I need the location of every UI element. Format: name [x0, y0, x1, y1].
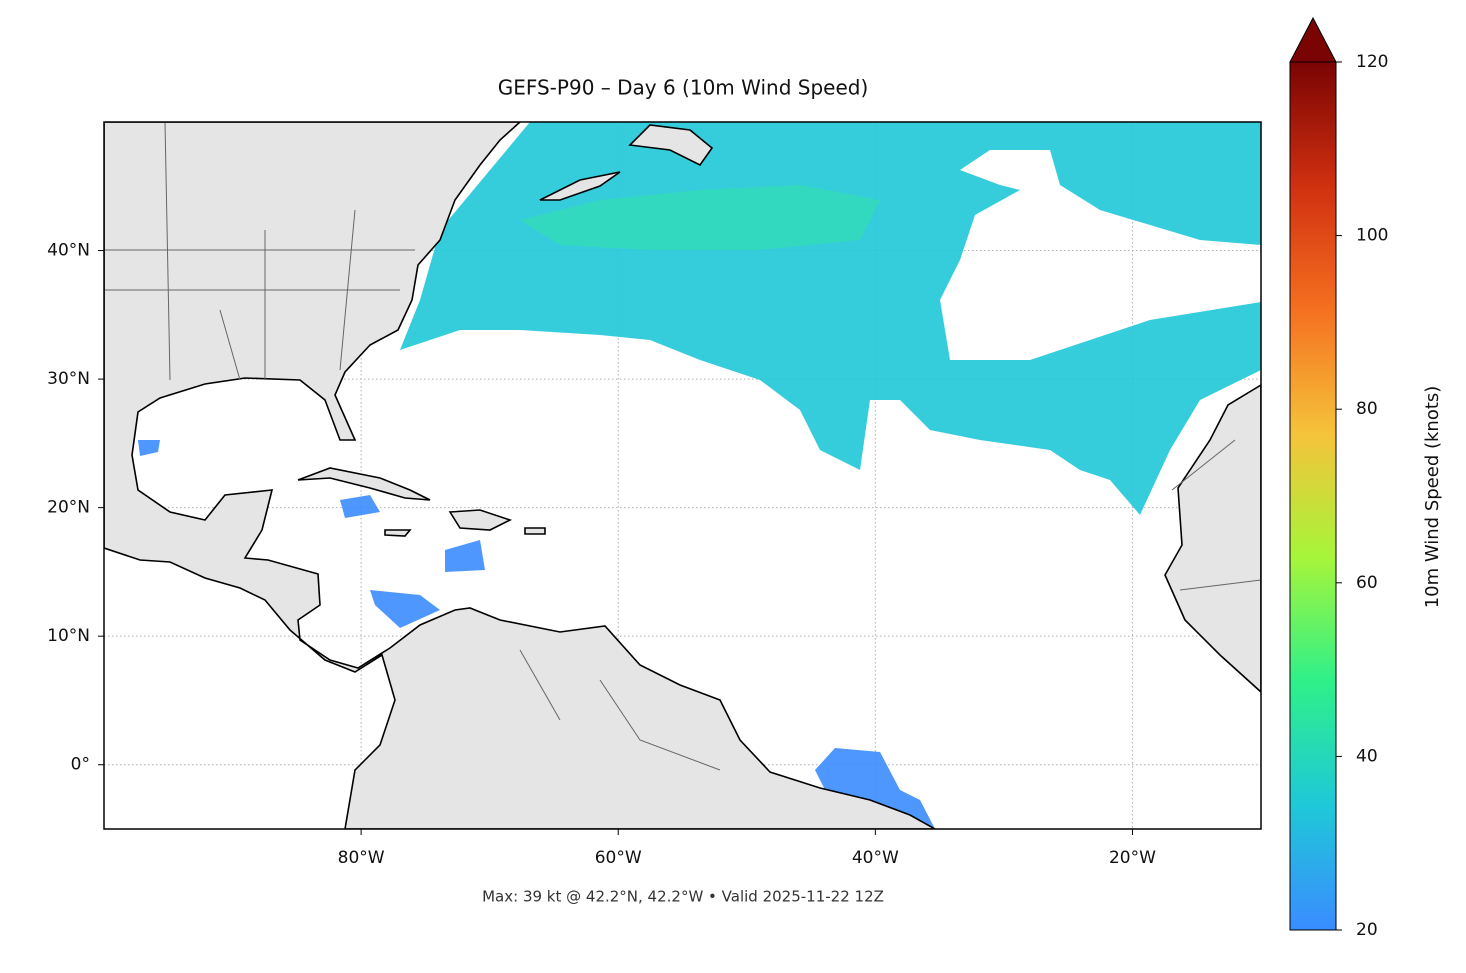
jamaica: [384, 529, 412, 537]
y-tick-label: 0°: [71, 755, 90, 775]
y-tick-label: 10°N: [47, 626, 90, 646]
map-frame: [103, 121, 1262, 830]
colorbar: 20 40 60 80 100 120: [1289, 16, 1388, 940]
newfoundland: [628, 124, 714, 167]
colorbar-tick-label: 80: [1356, 399, 1378, 419]
wind-area: [400, 122, 1261, 515]
y-tick-label: 40°N: [47, 241, 90, 261]
y-tick-label: 30°N: [47, 369, 90, 389]
map: [104, 122, 1261, 829]
wind-area: [370, 590, 440, 628]
x-tick-label: 20°W: [1109, 848, 1156, 868]
wind-field: [138, 122, 1261, 829]
colorbar-label: 10m Wind Speed (knots): [1422, 386, 1443, 609]
hispaniola: [448, 509, 513, 531]
x-tick-label: 80°W: [338, 848, 385, 868]
wind-area: [138, 440, 160, 456]
puerto-rico: [524, 527, 546, 535]
nova-scotia: [539, 171, 621, 201]
chart-title: GEFS-P90 – Day 6 (10m Wind Speed): [498, 76, 869, 100]
cuba: [297, 467, 431, 501]
borders: [104, 122, 1261, 771]
colorbar-ramp: [1289, 61, 1337, 931]
colorbar-tick-label: 100: [1356, 226, 1388, 246]
x-tick-label: 60°W: [595, 848, 642, 868]
y-tick-label: 20°N: [47, 498, 90, 518]
colorbar-tick-label: 120: [1356, 52, 1388, 72]
colorbar-tick-label: 40: [1356, 746, 1378, 766]
colorbar-extend: [1289, 16, 1337, 63]
caption: Max: 39 kt @ 42.2°N, 42.2°W • Valid 2025…: [482, 888, 884, 906]
africa: [1164, 384, 1261, 694]
wind-core: [520, 185, 880, 250]
wind-area: [445, 540, 485, 572]
x-tick-label: 40°W: [852, 848, 899, 868]
wind-area: [340, 495, 380, 518]
colorbar-tick-label: 60: [1356, 573, 1378, 593]
americas: [104, 122, 937, 829]
colorbar-tick-label: 20: [1356, 920, 1378, 940]
